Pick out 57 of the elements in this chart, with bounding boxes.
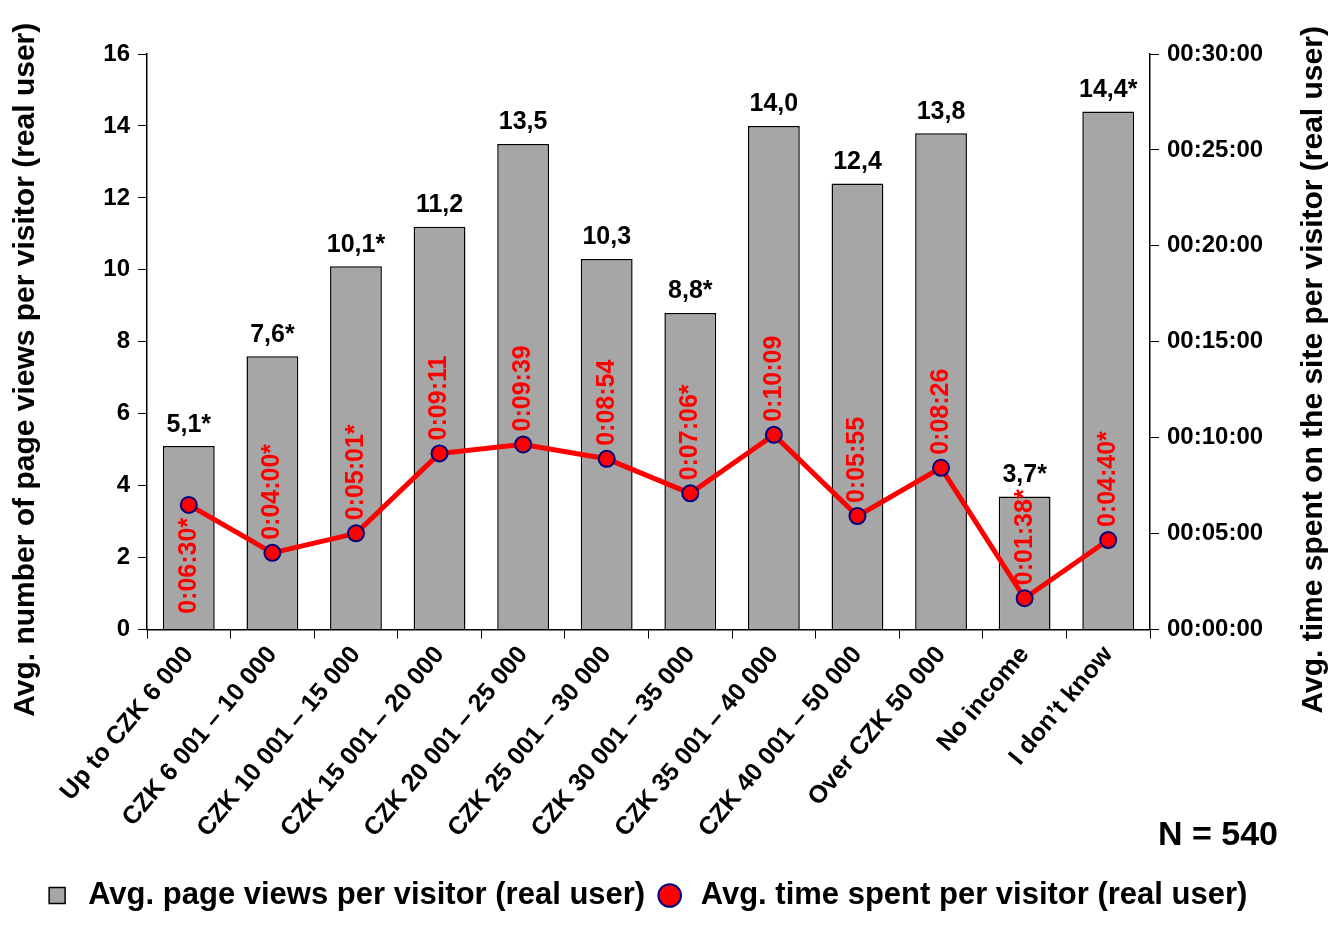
y-tick-label: 0 xyxy=(116,614,130,642)
y-tick-label: 4 xyxy=(116,470,131,498)
y2-tick-label: 00:15:00 xyxy=(1167,326,1264,354)
data-label: 0:01:38* xyxy=(1008,489,1037,586)
data-label: 0:09:39 xyxy=(507,345,536,432)
legend-label: Avg. time spent per visitor (real user) xyxy=(700,876,1248,912)
data-label: 0:09:11 xyxy=(423,355,452,441)
y2-tick-label: 00:30:00 xyxy=(1167,38,1264,66)
text: N = 540 xyxy=(1157,814,1278,852)
y-tick-label: 14 xyxy=(103,110,131,138)
data-label: 8,8* xyxy=(668,275,713,304)
point xyxy=(597,449,616,468)
point xyxy=(430,444,449,463)
point xyxy=(848,507,867,526)
data-label: 0:04:40* xyxy=(1092,430,1121,528)
data-label: 11,2 xyxy=(415,189,464,218)
data-label: 0:05:55 xyxy=(841,416,870,504)
point xyxy=(263,543,282,562)
data-label: 0:05:01* xyxy=(339,424,368,521)
data-label: 13,5 xyxy=(498,106,548,135)
point xyxy=(514,435,533,454)
y2-tick-label: 00:10:00 xyxy=(1167,422,1264,450)
point xyxy=(1099,531,1118,550)
y2-tick-label: 00:20:00 xyxy=(1167,230,1264,258)
y2-tick-label: 00:00:00 xyxy=(1167,614,1264,642)
y-tick-label: 16 xyxy=(103,38,130,66)
data-label: 0:06:30* xyxy=(172,517,201,614)
data-label: 0:08:26 xyxy=(924,368,953,455)
point xyxy=(932,458,951,477)
data-label: 10,1* xyxy=(326,228,386,257)
y2-tick-label: 00:25:00 xyxy=(1167,134,1264,162)
point xyxy=(764,425,783,444)
y2-tick-label: 00:05:00 xyxy=(1167,518,1264,546)
y-tick-label: 2 xyxy=(116,542,130,570)
y-axis-title: Avg. number of page views per visitor (real user) xyxy=(7,22,41,717)
y-tick-label: 6 xyxy=(116,398,130,426)
data-label: 0:08:54 xyxy=(590,359,619,446)
point xyxy=(681,484,700,503)
point xyxy=(1015,589,1034,608)
data-label: 13,8 xyxy=(916,95,966,124)
data-label: 5,1* xyxy=(166,408,212,437)
data-label: 14,0 xyxy=(749,88,799,117)
y-tick-label: 10 xyxy=(103,254,130,282)
data-label: 12,4 xyxy=(833,145,882,174)
y-tick-label: 8 xyxy=(116,326,130,354)
point xyxy=(179,495,198,514)
data-label: 14,4* xyxy=(1079,73,1138,102)
data-label: 0:04:00* xyxy=(256,443,285,540)
data-label: 0:10:09 xyxy=(757,335,786,422)
data-label: 0:07:06* xyxy=(674,384,703,481)
data-label: 7,6* xyxy=(250,318,295,347)
data-label: 3,7* xyxy=(1002,458,1048,487)
data-label: 10,3 xyxy=(582,221,632,250)
legend-label: Avg. page views per visitor (real user) xyxy=(88,876,646,912)
point xyxy=(346,524,365,543)
y2-axis-title: Avg. time spent on the site per visitor (real user) xyxy=(1295,26,1329,714)
y-tick-label: 12 xyxy=(103,182,130,210)
